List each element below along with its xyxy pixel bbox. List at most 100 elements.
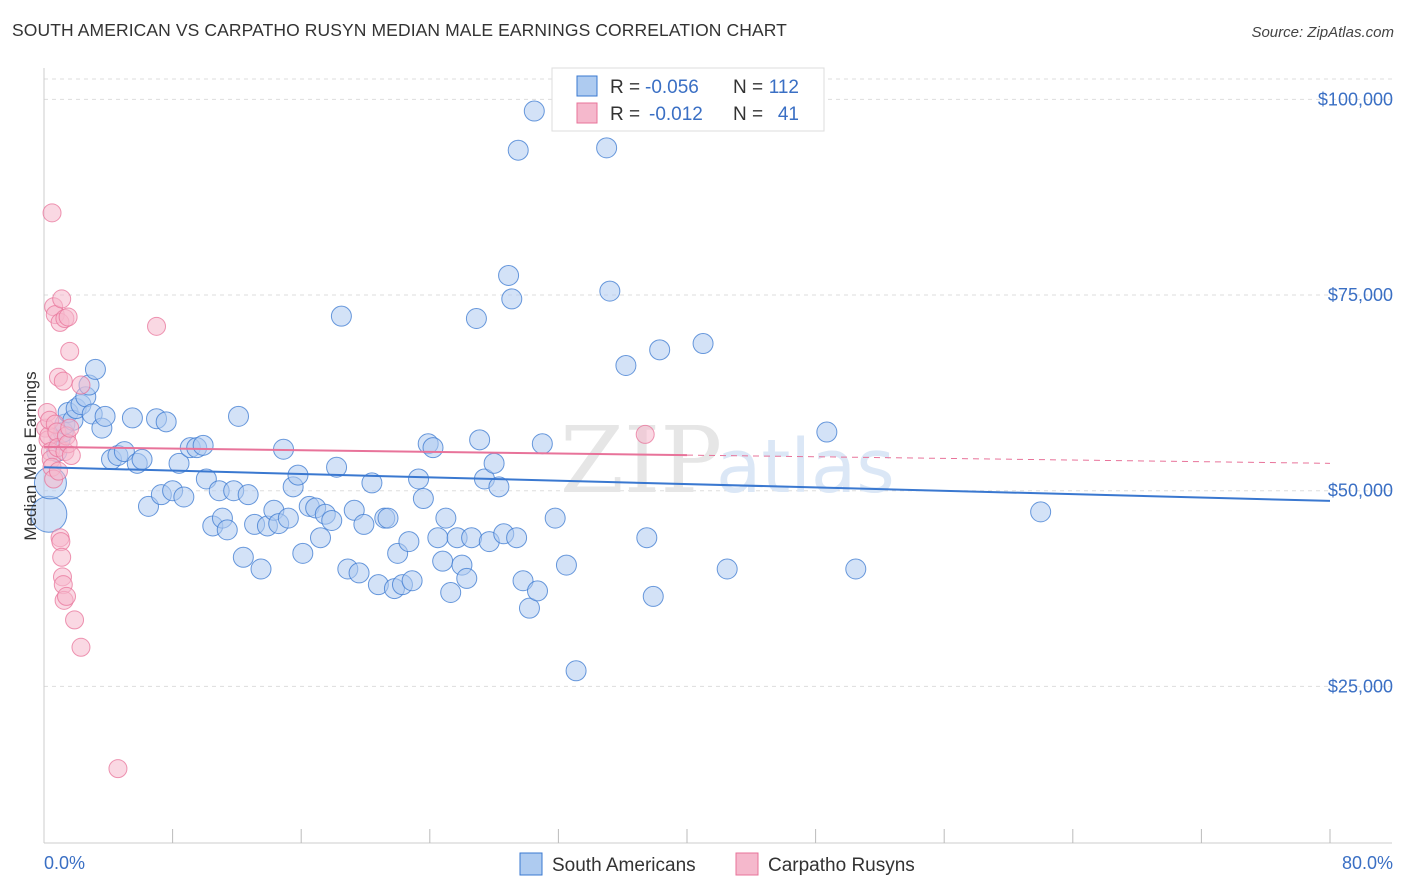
- data-point: [531, 433, 553, 455]
- y-tick-label: $50,000: [1328, 481, 1393, 501]
- data-point: [692, 333, 714, 355]
- data-point: [121, 407, 143, 429]
- data-point: [58, 307, 78, 327]
- data-point: [42, 203, 62, 223]
- data-point: [408, 468, 430, 490]
- data-point: [377, 507, 399, 529]
- legend-n-value-2: 41: [778, 104, 799, 125]
- legend-r-label-2: R =: [610, 104, 640, 125]
- correlation-legend: R = -0.056 N = 112 R = -0.012 N = 41: [551, 67, 825, 132]
- y-tick-label: $100,000: [1318, 89, 1393, 109]
- data-point: [60, 341, 80, 361]
- data-point: [465, 308, 487, 330]
- data-point: [527, 580, 549, 602]
- chart-title: SOUTH AMERICAN VS CARPATHO RUSYN MEDIAN …: [12, 20, 787, 40]
- data-point: [71, 375, 91, 395]
- trend-lines: [43, 445, 1331, 502]
- data-point: [845, 558, 867, 580]
- series-carpatho-rusyns: [36, 203, 655, 779]
- data-point: [596, 137, 618, 159]
- data-point: [523, 100, 545, 122]
- data-point: [507, 139, 529, 161]
- data-point: [65, 610, 85, 630]
- data-point: [716, 558, 738, 580]
- series-south-americans: [30, 100, 1052, 682]
- data-point: [422, 437, 444, 459]
- data-point: [330, 305, 352, 327]
- data-point: [348, 562, 370, 584]
- watermark-zip: ZIP: [560, 407, 722, 514]
- data-point: [1030, 501, 1052, 523]
- data-point: [60, 418, 80, 438]
- data-point: [155, 411, 177, 433]
- trend-line-carpatho-rusyns-extrapolated: [686, 454, 1331, 464]
- data-point: [361, 472, 383, 494]
- data-point: [483, 452, 505, 474]
- data-point: [412, 488, 434, 510]
- data-point: [456, 567, 478, 589]
- watermark: ZIP atlas: [560, 407, 895, 514]
- legend-r-value-1: -0.056: [645, 77, 699, 98]
- y-tick-label: $25,000: [1328, 676, 1393, 696]
- data-point: [57, 586, 77, 606]
- data-point: [52, 289, 72, 309]
- data-point: [501, 288, 523, 310]
- data-point: [461, 527, 483, 549]
- data-point: [353, 513, 375, 535]
- trend-line-carpatho-rusyns: [43, 445, 688, 457]
- data-point: [642, 585, 664, 607]
- legend-n-value-1: 112: [769, 77, 799, 98]
- x-tick-label-max: 80.0%: [1342, 853, 1393, 873]
- data-point: [52, 547, 72, 567]
- data-point: [488, 476, 510, 498]
- data-point: [427, 527, 449, 549]
- legend-r-value-2: -0.012: [649, 104, 703, 125]
- bottom-legend-label-carpatho-rusyns: Carpatho Rusyns: [768, 855, 915, 876]
- data-point: [309, 527, 331, 549]
- data-point: [401, 570, 423, 592]
- data-point: [398, 531, 420, 553]
- data-point: [147, 316, 167, 336]
- data-point: [506, 527, 528, 549]
- data-point: [168, 452, 190, 474]
- data-point: [435, 507, 457, 529]
- data-point: [216, 519, 238, 541]
- x-tick-label-min: 0.0%: [44, 853, 85, 873]
- data-point: [61, 446, 81, 465]
- bottom-legend-swatch-blue: [519, 852, 543, 876]
- y-axis-title: Median Male Earnings: [21, 371, 40, 540]
- source-note: Source: ZipAtlas.com: [1251, 24, 1394, 41]
- data-point: [321, 509, 343, 531]
- data-point: [292, 542, 314, 564]
- data-point: [518, 597, 540, 619]
- ticks: $25,000 $50,000 $75,000 $100,000: [172, 89, 1393, 843]
- data-point: [635, 424, 655, 444]
- data-point: [432, 550, 454, 572]
- data-point: [84, 358, 106, 380]
- data-point: [48, 461, 68, 481]
- data-point: [565, 660, 587, 682]
- data-point: [228, 405, 250, 427]
- data-point: [232, 546, 254, 568]
- data-point: [555, 554, 577, 576]
- bottom-legend-label-south-americans: South Americans: [552, 855, 696, 876]
- data-point: [237, 484, 259, 506]
- data-point: [94, 405, 116, 427]
- data-point: [636, 527, 658, 549]
- grid: [44, 78, 1392, 687]
- data-point: [599, 280, 621, 302]
- data-point: [498, 264, 520, 286]
- y-tick-label: $75,000: [1328, 285, 1393, 305]
- legend-swatch-blue: [576, 75, 598, 97]
- series-legend: South Americans Carpatho Rusyns: [519, 852, 915, 876]
- legend-swatch-pink: [576, 102, 598, 124]
- data-point: [440, 581, 462, 603]
- data-point: [544, 507, 566, 529]
- legend-n-label-1: N =: [733, 77, 763, 98]
- data-point: [512, 570, 534, 592]
- data-point: [469, 429, 491, 451]
- data-point: [250, 558, 272, 580]
- data-point: [131, 448, 153, 470]
- data-point: [615, 354, 637, 376]
